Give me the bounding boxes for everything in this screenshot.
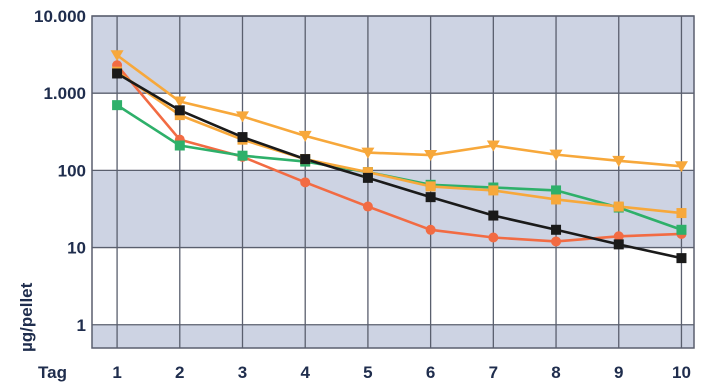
band — [92, 324, 694, 348]
x-tick-label: 1 — [112, 363, 121, 382]
data-point — [298, 130, 312, 142]
data-point — [676, 208, 687, 219]
data-point — [237, 132, 248, 143]
data-point — [676, 224, 687, 235]
data-point — [551, 224, 562, 235]
data-point — [551, 194, 562, 205]
data-point — [425, 192, 436, 203]
x-tick-label: 3 — [238, 363, 247, 382]
data-point — [110, 50, 124, 62]
data-point — [362, 201, 373, 212]
data-point — [612, 155, 626, 167]
x-tick-label: 5 — [363, 363, 372, 382]
data-point — [237, 150, 248, 161]
y-tick-label: 10.000 — [34, 7, 86, 26]
x-tick-label: 6 — [426, 363, 435, 382]
data-point — [174, 105, 185, 116]
y-axis-title: µg/pellet — [17, 282, 36, 352]
y-tick-label: 1 — [77, 316, 86, 335]
series-line — [116, 64, 682, 243]
data-point — [488, 232, 499, 243]
data-point — [425, 181, 436, 192]
data-point — [549, 149, 563, 161]
series-lines — [116, 54, 682, 260]
y-tick-label: 100 — [58, 161, 86, 180]
data-point — [362, 167, 373, 178]
y-tick-label: 1.000 — [43, 84, 86, 103]
data-point — [173, 96, 187, 108]
x-tick-label: 4 — [300, 363, 310, 382]
series-line — [116, 72, 682, 260]
data-point — [674, 161, 688, 173]
data-point — [488, 185, 499, 196]
series-line — [116, 70, 682, 215]
data-point — [613, 201, 624, 212]
y-tick-label: 10 — [67, 239, 86, 258]
plot-frame — [91, 15, 695, 349]
data-point — [174, 140, 185, 151]
background-bands — [92, 16, 694, 348]
band — [92, 170, 694, 248]
y-axis-tick-labels: 1 10 100 1.000 10.000 — [34, 7, 86, 335]
data-point — [488, 210, 499, 221]
data-point — [424, 150, 438, 162]
data-point — [551, 185, 562, 196]
data-point — [676, 253, 687, 264]
data-point — [112, 68, 123, 79]
x-tick-label: 9 — [614, 363, 623, 382]
x-tick-label: 2 — [175, 363, 184, 382]
data-point — [486, 140, 500, 152]
data-point — [613, 231, 624, 242]
x-tick-label: 7 — [489, 363, 498, 382]
data-point — [300, 177, 311, 188]
band — [92, 16, 694, 94]
data-point — [362, 172, 373, 183]
data-point — [425, 224, 436, 235]
x-tick-label: 8 — [551, 363, 560, 382]
data-point — [613, 239, 624, 250]
series-markers — [110, 50, 688, 264]
x-axis-title: Tag — [38, 363, 67, 382]
data-point — [300, 154, 311, 165]
series-line — [116, 54, 682, 168]
data-point — [551, 236, 562, 247]
data-point — [236, 111, 249, 123]
x-tick-label: 10 — [672, 363, 691, 382]
data-point — [361, 147, 375, 159]
x-axis-tick-labels: 1 2 3 4 5 6 7 8 9 10 — [112, 363, 691, 382]
data-point — [112, 100, 123, 111]
